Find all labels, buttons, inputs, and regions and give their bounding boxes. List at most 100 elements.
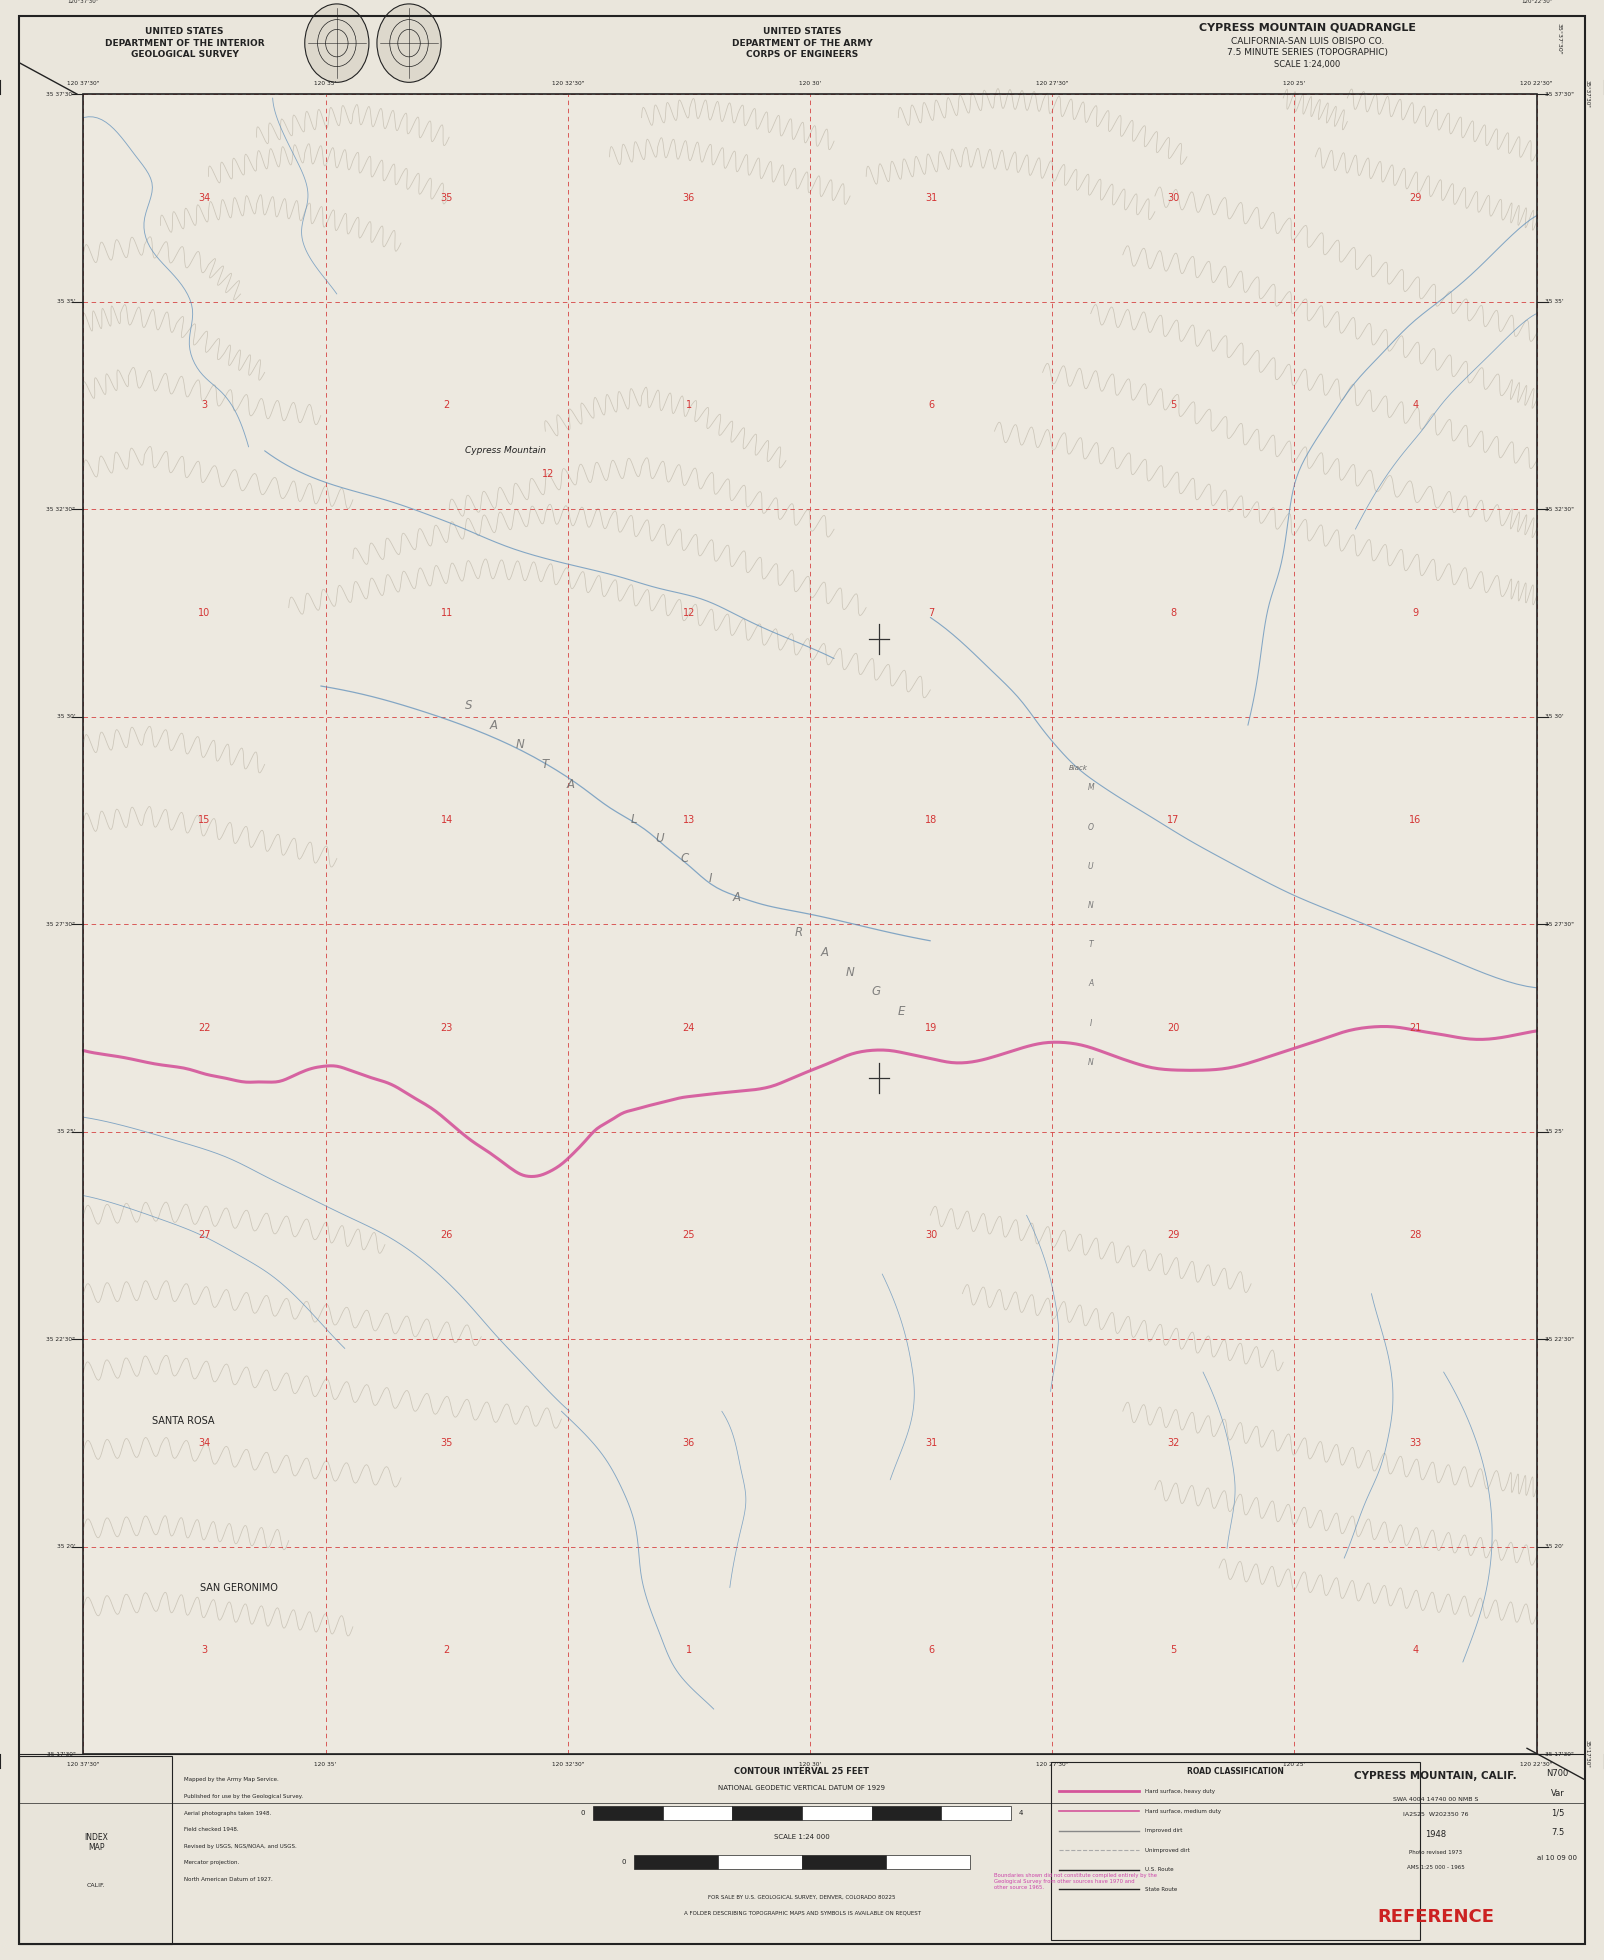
Text: 120 30': 120 30' xyxy=(799,80,821,86)
Text: Field checked 1948.: Field checked 1948. xyxy=(184,1827,239,1833)
Text: C: C xyxy=(680,853,690,864)
Text: 35 32'30": 35 32'30" xyxy=(1545,506,1574,512)
Text: REFERENCE: REFERENCE xyxy=(1378,1907,1493,1927)
Text: R: R xyxy=(794,927,804,939)
Text: Improved dirt: Improved dirt xyxy=(1145,1829,1182,1833)
Text: 14: 14 xyxy=(441,815,452,825)
Text: 21: 21 xyxy=(1410,1023,1421,1033)
Text: ROAD CLASSIFICATION: ROAD CLASSIFICATION xyxy=(1187,1768,1283,1776)
Text: GEOLOGICAL SURVEY: GEOLOGICAL SURVEY xyxy=(130,51,239,59)
Text: 35 37'30": 35 37'30" xyxy=(47,92,75,96)
Text: 0: 0 xyxy=(581,1809,585,1817)
Text: Revised by USGS, NGS/NOAA, and USGS.: Revised by USGS, NGS/NOAA, and USGS. xyxy=(184,1844,297,1848)
Text: 120 25': 120 25' xyxy=(1283,1762,1306,1768)
Text: A: A xyxy=(821,947,828,958)
Text: 120°22'30": 120°22'30" xyxy=(1521,0,1553,4)
Text: AMS 1:25 000 - 1965: AMS 1:25 000 - 1965 xyxy=(1407,1866,1464,1870)
Text: 4: 4 xyxy=(1019,1809,1023,1817)
Text: Unimproved dirt: Unimproved dirt xyxy=(1145,1848,1190,1852)
Text: Black: Black xyxy=(1068,764,1088,772)
Text: UNITED STATES: UNITED STATES xyxy=(146,27,223,35)
Text: 24: 24 xyxy=(683,1023,695,1033)
Text: 32: 32 xyxy=(1168,1439,1179,1448)
Text: CYPRESS MOUNTAIN, CALIF.: CYPRESS MOUNTAIN, CALIF. xyxy=(1354,1770,1517,1782)
Text: 35 17'30": 35 17'30" xyxy=(1545,1752,1574,1756)
Text: 36: 36 xyxy=(683,1439,695,1448)
Text: 19: 19 xyxy=(926,1023,937,1033)
Text: 35 35': 35 35' xyxy=(1545,300,1564,304)
Text: 17: 17 xyxy=(1168,815,1179,825)
Text: 1948: 1948 xyxy=(1424,1831,1447,1838)
Text: 35: 35 xyxy=(441,1439,452,1448)
Bar xyxy=(83,94,1537,1754)
Text: 1/5: 1/5 xyxy=(1551,1809,1564,1817)
Bar xyxy=(733,1807,802,1819)
Bar xyxy=(885,1854,970,1870)
Text: 35 30': 35 30' xyxy=(56,713,75,719)
Text: 120 37'30": 120 37'30" xyxy=(67,80,99,86)
Text: Photo revised 1973: Photo revised 1973 xyxy=(1408,1850,1463,1854)
Text: 12: 12 xyxy=(542,468,555,480)
Text: 7.5: 7.5 xyxy=(1551,1829,1564,1837)
Text: 2: 2 xyxy=(444,1646,449,1656)
Text: 35°37'30": 35°37'30" xyxy=(1556,24,1562,55)
Text: I: I xyxy=(709,872,712,884)
Circle shape xyxy=(305,4,369,82)
Bar xyxy=(717,1854,802,1870)
Text: 13: 13 xyxy=(683,815,695,825)
Text: 23: 23 xyxy=(441,1023,452,1033)
Text: 15: 15 xyxy=(199,815,210,825)
Text: Hard surface, heavy duty: Hard surface, heavy duty xyxy=(1145,1789,1216,1793)
Text: 26: 26 xyxy=(441,1231,452,1241)
Text: SAN GERONIMO: SAN GERONIMO xyxy=(200,1582,279,1593)
Text: 29: 29 xyxy=(1410,192,1421,202)
Text: T: T xyxy=(542,759,549,770)
Text: 120 35': 120 35' xyxy=(314,1762,337,1768)
Text: SCALE 1:24 000: SCALE 1:24 000 xyxy=(775,1833,829,1840)
Text: SWA 4004 14740 00 NMB S: SWA 4004 14740 00 NMB S xyxy=(1392,1797,1479,1801)
Text: 2: 2 xyxy=(444,400,449,410)
Text: A: A xyxy=(568,778,574,790)
Text: Aerial photographs taken 1948.: Aerial photographs taken 1948. xyxy=(184,1811,271,1815)
Text: A: A xyxy=(733,892,739,904)
Text: CALIFORNIA-SAN LUIS OBISPO CO.: CALIFORNIA-SAN LUIS OBISPO CO. xyxy=(1230,37,1384,45)
Text: 4: 4 xyxy=(1413,1646,1418,1656)
Bar xyxy=(1051,1762,1420,1940)
Text: Cypress Mountain: Cypress Mountain xyxy=(465,447,545,455)
Bar xyxy=(634,1854,717,1870)
Text: CORPS OF ENGINEERS: CORPS OF ENGINEERS xyxy=(746,51,858,59)
Text: 20: 20 xyxy=(1168,1023,1179,1033)
Text: Var: Var xyxy=(1551,1789,1564,1797)
Text: 120 30': 120 30' xyxy=(799,1762,821,1768)
Text: CONTOUR INTERVAL 25 FEET: CONTOUR INTERVAL 25 FEET xyxy=(735,1768,869,1776)
Text: 30: 30 xyxy=(1168,192,1179,202)
Circle shape xyxy=(377,4,441,82)
Text: 35 22'30": 35 22'30" xyxy=(1545,1337,1574,1343)
Text: 10: 10 xyxy=(199,608,210,617)
Text: 34: 34 xyxy=(199,192,210,202)
Text: 35 17'30": 35 17'30" xyxy=(47,1752,75,1756)
Text: 5: 5 xyxy=(1171,1646,1176,1656)
Text: NATIONAL GEODETIC VERTICAL DATUM OF 1929: NATIONAL GEODETIC VERTICAL DATUM OF 1929 xyxy=(719,1784,885,1791)
Text: 22: 22 xyxy=(199,1023,210,1033)
Text: Published for use by the Geological Survey.: Published for use by the Geological Surv… xyxy=(184,1793,303,1799)
Text: 16: 16 xyxy=(1410,815,1421,825)
Text: DEPARTMENT OF THE INTERIOR: DEPARTMENT OF THE INTERIOR xyxy=(104,39,265,47)
Text: 35 22'30": 35 22'30" xyxy=(47,1337,75,1343)
Text: Hard surface, medium duty: Hard surface, medium duty xyxy=(1145,1809,1221,1813)
Text: CALIF.: CALIF. xyxy=(87,1884,106,1887)
Text: 18: 18 xyxy=(926,815,937,825)
Text: 11: 11 xyxy=(441,608,452,617)
Text: DEPARTMENT OF THE ARMY: DEPARTMENT OF THE ARMY xyxy=(731,39,873,47)
Text: N700: N700 xyxy=(1546,1770,1569,1778)
Text: 7.5 MINUTE SERIES (TOPOGRAPHIC): 7.5 MINUTE SERIES (TOPOGRAPHIC) xyxy=(1227,49,1387,57)
Text: U.S. Route: U.S. Route xyxy=(1145,1868,1174,1872)
Text: FOR SALE BY U.S. GEOLOGICAL SURVEY, DENVER, COLORADO 80225: FOR SALE BY U.S. GEOLOGICAL SURVEY, DENV… xyxy=(709,1895,895,1899)
Text: U: U xyxy=(1088,862,1094,870)
Text: 1: 1 xyxy=(687,400,691,410)
Text: 3: 3 xyxy=(202,400,207,410)
Text: N: N xyxy=(1088,1058,1094,1066)
Text: IA2S25  W202350 76: IA2S25 W202350 76 xyxy=(1404,1813,1468,1817)
Text: 33: 33 xyxy=(1410,1439,1421,1448)
Text: N: N xyxy=(845,966,855,978)
